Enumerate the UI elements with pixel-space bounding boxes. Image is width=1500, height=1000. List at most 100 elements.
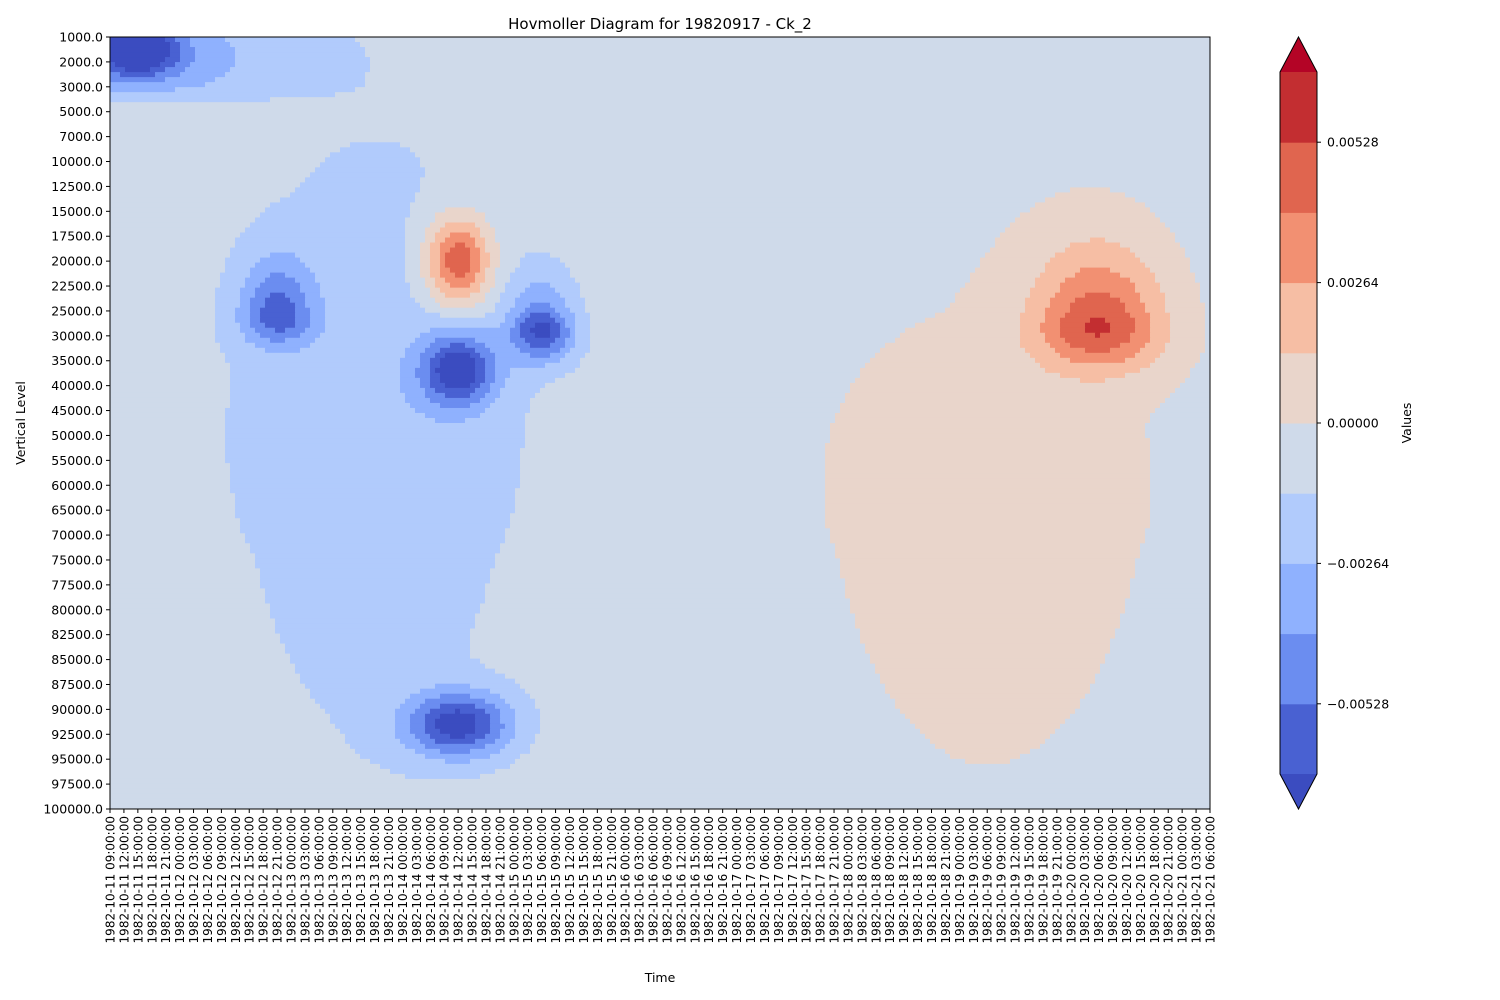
contour-cell <box>325 303 421 309</box>
contour-cell <box>325 323 501 329</box>
contour-cell <box>1100 664 1211 670</box>
contour-cell <box>290 298 306 304</box>
contour-cell <box>250 313 261 319</box>
contour-cell <box>440 243 456 249</box>
contour-cell <box>110 132 1211 138</box>
contour-cell <box>1170 328 1206 334</box>
contour-cell <box>305 684 436 690</box>
contour-cell <box>110 122 1211 128</box>
contour-cell <box>110 583 261 589</box>
contour-cell <box>230 373 401 379</box>
contour-cell <box>110 383 231 389</box>
contour-cell <box>110 649 286 655</box>
contour-cell <box>495 704 511 710</box>
contour-cell <box>1155 358 1201 364</box>
contour-cell <box>1165 348 1206 354</box>
contour-cell <box>110 258 226 264</box>
contour-cell <box>500 709 516 715</box>
contour-cell <box>835 553 1141 559</box>
contour-cell <box>495 769 1211 775</box>
contour-cell <box>1150 458 1211 464</box>
contour-cell <box>560 258 981 264</box>
x-tick-label: 1982-10-19 00:00:00 <box>953 816 967 943</box>
contour-cell <box>1070 308 1126 314</box>
x-tick-label: 1982-10-18 12:00:00 <box>897 816 911 943</box>
contour-cell <box>435 368 476 374</box>
contour-cell <box>565 303 586 309</box>
contour-cell <box>110 528 241 534</box>
contour-cell <box>370 62 1211 68</box>
contour-cell <box>530 328 551 334</box>
contour-cell <box>1170 313 1206 319</box>
contour-cell <box>470 694 501 700</box>
contour-cell <box>110 598 266 604</box>
contour-cell <box>235 308 251 314</box>
contour-cell <box>495 553 836 559</box>
contour-cell <box>110 127 1211 133</box>
contour-cell <box>870 654 1106 660</box>
contour-cell <box>490 724 506 730</box>
contour-cell <box>240 518 511 524</box>
contour-cell <box>420 162 1211 168</box>
contour-cell <box>890 694 1086 700</box>
contour-cell <box>1150 523 1211 529</box>
contour-cell <box>510 308 526 314</box>
contour-cell <box>875 669 1101 675</box>
contour-cell <box>410 694 441 700</box>
contour-cell <box>1150 313 1171 319</box>
contour-cell <box>1060 333 1096 339</box>
contour-cell <box>245 278 266 284</box>
contour-cell <box>1070 187 1111 193</box>
contour-cell <box>845 593 1131 599</box>
contour-cell <box>110 112 1211 118</box>
contour-cell <box>300 348 406 354</box>
contour-cell <box>520 323 536 329</box>
contour-cell <box>1065 338 1131 344</box>
contour-cell <box>825 498 1151 504</box>
contour-cell <box>270 293 286 299</box>
contour-cell <box>1165 222 1211 228</box>
contour-cell <box>225 438 526 444</box>
contour-cell <box>1135 197 1211 203</box>
contour-cell <box>420 689 491 695</box>
x-tick-label: 1982-10-15 09:00:00 <box>549 816 563 943</box>
y-tick-label: 20000.0 <box>51 254 103 269</box>
contour-cell <box>395 714 411 720</box>
contour-cell <box>1200 353 1211 359</box>
contour-cell <box>1150 323 1171 329</box>
contour-cell <box>110 453 226 459</box>
contour-cell <box>485 734 501 740</box>
contour-cell <box>1050 298 1076 304</box>
contour-cell <box>435 278 446 284</box>
contour-cell <box>1150 498 1211 504</box>
contour-cell <box>1010 222 1166 228</box>
contour-cell <box>500 263 521 269</box>
contour-cell <box>510 518 826 524</box>
contour-cell <box>505 283 531 289</box>
contour-cell <box>490 568 841 574</box>
contour-cell <box>340 729 396 735</box>
contour-cell <box>485 709 501 715</box>
x-tick-label: 1982-10-19 15:00:00 <box>1022 816 1036 943</box>
contour-cell <box>400 358 421 364</box>
contour-cell <box>110 709 326 715</box>
contour-cell <box>485 293 501 299</box>
contour-cell <box>495 238 996 244</box>
contour-cell <box>155 72 181 78</box>
contour-cell <box>1170 333 1206 339</box>
contour-cell <box>1060 288 1136 294</box>
contour-cell <box>415 734 431 740</box>
contour-cell <box>110 764 381 770</box>
contour-cell <box>1150 518 1211 524</box>
contour-cell <box>230 483 521 489</box>
y-tick-label: 65000.0 <box>51 503 103 518</box>
contour-cell <box>305 263 406 269</box>
contour-cell <box>590 348 881 354</box>
contour-cell <box>475 303 496 309</box>
contour-cell <box>485 699 506 705</box>
contour-cell <box>285 293 306 299</box>
contour-cell <box>110 388 231 394</box>
contour-cell <box>525 338 556 344</box>
contour-cell <box>440 227 481 233</box>
contour-cell <box>880 674 1096 680</box>
